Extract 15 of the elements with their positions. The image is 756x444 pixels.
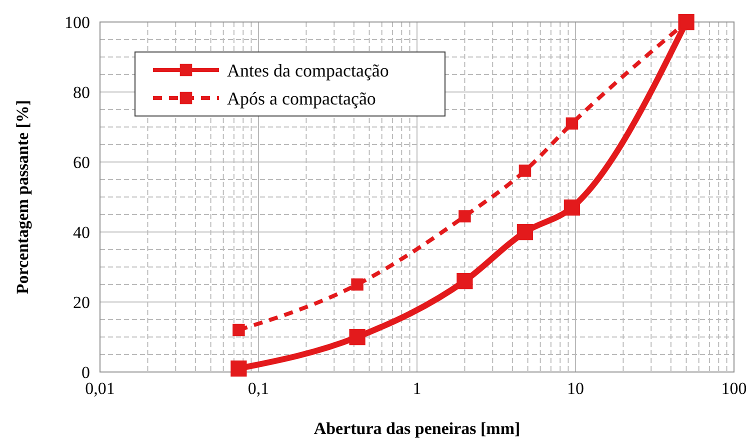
y-tick-label: 0 [82, 362, 90, 382]
y-tick-label: 100 [64, 12, 90, 32]
x-tick-label: 0,1 [248, 379, 270, 398]
legend-label: Antes da compactação [227, 60, 389, 80]
x-axis-title: Abertura das peneiras [mm] [314, 419, 520, 438]
y-tick-label: 80 [73, 82, 90, 102]
y-tick-label: 60 [73, 152, 90, 172]
y-tick-label: 20 [73, 292, 90, 312]
x-tick-label: 10 [567, 379, 584, 398]
x-tick-label: 100 [721, 379, 747, 398]
legend-label: Após a compactação [227, 88, 376, 108]
x-tick-label: 0,01 [85, 379, 115, 398]
x-tick-label: 1 [412, 379, 422, 398]
y-axis-title: Porcentagem passante [%] [13, 100, 32, 294]
y-tick-label: 40 [73, 222, 90, 242]
